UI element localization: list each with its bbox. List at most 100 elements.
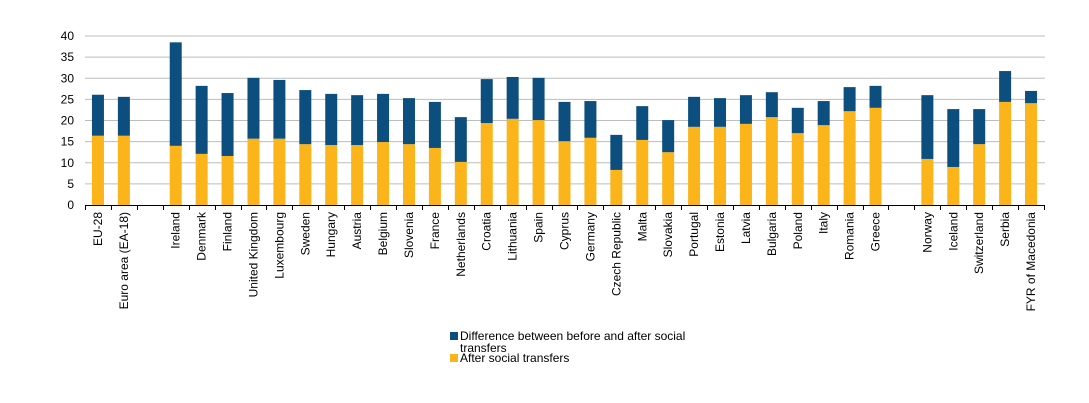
- x-category-label: Iceland: [946, 212, 960, 251]
- legend: Difference between before and after soci…: [450, 330, 730, 364]
- bar-after-transfers: [454, 161, 467, 205]
- bar-difference: [299, 90, 312, 145]
- bar-after-transfers: [869, 107, 882, 205]
- bar-difference: [480, 79, 493, 124]
- bar-after-transfers: [480, 123, 493, 205]
- bar-difference: [402, 98, 415, 145]
- y-tick-label: 40: [61, 29, 75, 43]
- bar-difference: [117, 96, 130, 136]
- bar-after-transfers: [1025, 103, 1038, 205]
- bar-difference: [532, 77, 545, 121]
- bar-after-transfers: [921, 158, 934, 205]
- bar-difference: [428, 101, 441, 148]
- bar-difference: [1025, 90, 1038, 104]
- bar-after-transfers: [843, 111, 856, 205]
- x-category-label: FYR of Macedonia: [1024, 212, 1038, 312]
- x-category-label: Italy: [817, 212, 831, 234]
- x-category-label: Ireland: [169, 212, 183, 249]
- x-category-label: Romania: [843, 212, 857, 260]
- x-category-label: Luxembourg: [272, 212, 286, 279]
- x-category-label: Lithuania: [506, 212, 520, 261]
- x-category-label: Latvia: [739, 212, 753, 244]
- bar-after-transfers: [558, 141, 571, 205]
- bar-after-transfers: [739, 123, 752, 205]
- bar-difference: [869, 85, 882, 108]
- y-tick-label: 25: [61, 92, 75, 106]
- x-category-label: Bulgaria: [765, 212, 779, 256]
- x-category-label: Hungary: [324, 212, 338, 257]
- y-tick-label: 15: [61, 135, 75, 149]
- bar-difference: [325, 93, 338, 146]
- bar-after-transfers: [117, 135, 130, 205]
- bar-after-transfers: [765, 117, 778, 205]
- bar-difference: [169, 42, 182, 146]
- bar-difference: [454, 117, 467, 162]
- x-category-label: Croatia: [480, 212, 494, 251]
- legend-swatch-after-transfers: [450, 354, 458, 362]
- bar-after-transfers: [999, 101, 1012, 205]
- bar-after-transfers: [817, 125, 830, 205]
- x-category-label: Switzerland: [972, 212, 986, 274]
- bar-difference: [999, 71, 1012, 102]
- bar-difference: [973, 109, 986, 145]
- bar-difference: [377, 93, 390, 143]
- bar-after-transfers: [662, 152, 675, 205]
- bar-after-transfers: [636, 139, 649, 205]
- bar-after-transfers: [714, 126, 727, 205]
- x-axis-labels: EU-28 Euro area (EA-18) Ireland Denmark Finl…: [91, 211, 1038, 311]
- bar-after-transfers: [221, 155, 234, 205]
- y-tick-label: 35: [61, 50, 75, 64]
- x-category-label: Finland: [221, 212, 235, 251]
- bar-difference: [739, 95, 752, 124]
- bar-after-transfers: [325, 145, 338, 205]
- bar-difference: [91, 94, 104, 136]
- bar-difference: [636, 106, 649, 140]
- bar-difference: [610, 134, 623, 170]
- bar-difference: [195, 85, 208, 154]
- x-axis: [85, 205, 1045, 210]
- x-category-label: Cyprus: [558, 212, 572, 250]
- bar-after-transfers: [377, 142, 390, 205]
- x-category-label: EU-28: [91, 212, 105, 246]
- y-tick-label: 5: [67, 177, 74, 191]
- legend-item-difference: Difference between before and after soci…: [450, 330, 730, 354]
- x-category-label: Greece: [869, 212, 883, 252]
- bar-difference: [688, 96, 701, 127]
- legend-label-difference: Difference between before and after soci…: [460, 329, 686, 355]
- bar-after-transfers: [532, 120, 545, 205]
- x-category-label: Netherlands: [454, 212, 468, 277]
- legend-item-after-transfers: After social transfers: [450, 352, 730, 364]
- x-category-label: France: [428, 212, 442, 250]
- bar-after-transfers: [351, 145, 364, 205]
- bar-after-transfers: [973, 144, 986, 205]
- legend-label-after-transfers: After social transfers: [460, 351, 570, 365]
- x-category-label: Malta: [635, 212, 649, 242]
- x-category-label: Euro area (EA-18): [117, 212, 131, 309]
- bar-difference: [247, 77, 260, 139]
- bar-difference: [765, 92, 778, 118]
- bar-difference: [843, 87, 856, 112]
- y-tick-label: 10: [61, 156, 75, 170]
- bar-after-transfers: [195, 153, 208, 205]
- bar-after-transfers: [688, 126, 701, 205]
- x-category-label: Spain: [532, 212, 546, 243]
- x-category-label: Estonia: [713, 212, 727, 252]
- x-category-label: Czech Republic: [609, 212, 623, 296]
- x-category-label: Germany: [583, 212, 597, 261]
- x-category-label: Serbia: [998, 212, 1012, 247]
- bar-after-transfers: [428, 147, 441, 205]
- bar-difference: [947, 109, 960, 167]
- bars: [91, 42, 1038, 205]
- x-category-label: Belgium: [376, 212, 390, 255]
- bar-after-transfers: [506, 118, 519, 205]
- x-category-label: Portugal: [687, 212, 701, 257]
- bar-difference: [221, 93, 234, 156]
- bar-after-transfers: [610, 169, 623, 205]
- bar-difference: [921, 95, 934, 159]
- bar-difference: [662, 120, 675, 153]
- bar-difference: [558, 101, 571, 142]
- bar-difference: [351, 95, 364, 146]
- x-category-label: United Kingdom: [246, 212, 260, 297]
- bar-difference: [791, 107, 804, 134]
